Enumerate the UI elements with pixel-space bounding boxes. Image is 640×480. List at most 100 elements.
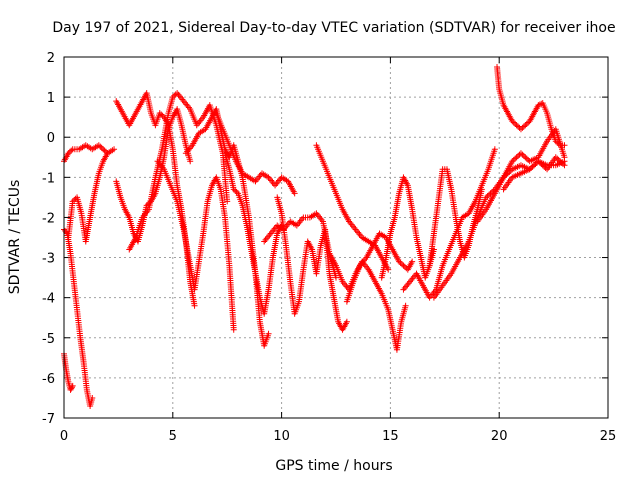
data-point	[517, 126, 524, 133]
data-point	[402, 302, 409, 309]
point-marker	[68, 385, 75, 392]
data-point	[156, 110, 163, 117]
data-point	[561, 154, 568, 161]
series-track-04	[65, 150, 111, 245]
data-point	[400, 262, 407, 269]
data-point	[169, 94, 176, 101]
series-track-21	[494, 64, 568, 149]
x-axis-label: GPS time / hours	[275, 458, 392, 474]
data-point	[561, 162, 568, 169]
series-track-13	[274, 194, 350, 333]
series-track-22	[474, 126, 568, 225]
data-point	[522, 122, 529, 129]
point-marker	[98, 144, 105, 151]
data-point	[513, 122, 520, 129]
y-axis-label: SDTVAR / TECUs	[7, 180, 23, 295]
point-marker	[101, 147, 108, 154]
axis-ticks	[63, 56, 609, 419]
y-tick-label: -5	[42, 332, 55, 347]
data-point	[483, 194, 490, 201]
point-marker	[512, 155, 519, 162]
point-marker	[68, 147, 75, 154]
point-marker	[538, 160, 545, 167]
data-point	[230, 326, 237, 333]
data-point	[396, 258, 403, 265]
data-point	[478, 186, 485, 193]
point-marker	[523, 155, 530, 162]
data-point	[509, 158, 516, 165]
point-marker	[515, 152, 522, 159]
point-marker	[233, 189, 240, 196]
point-marker	[554, 155, 561, 162]
data-point	[509, 118, 516, 125]
y-tick-label: 1	[47, 91, 55, 106]
series-track-07	[126, 90, 231, 253]
point-marker	[71, 197, 78, 204]
x-tick-label: 20	[491, 429, 508, 444]
y-tick-label: -4	[42, 292, 55, 307]
point-marker	[171, 92, 178, 99]
data-point	[230, 186, 237, 193]
point-marker	[401, 263, 408, 270]
point-marker	[68, 384, 75, 391]
series-track-08	[154, 158, 237, 333]
point-marker	[232, 187, 239, 194]
grid-lines	[64, 57, 608, 418]
point-marker	[519, 151, 526, 158]
point-marker	[158, 111, 165, 118]
y-tick-labels: -7 -6 -5 -4 -3 -2 -1 0 1 2	[42, 51, 55, 427]
point-marker	[529, 163, 536, 170]
point-marker	[539, 162, 546, 169]
point-marker	[520, 123, 527, 130]
point-marker	[510, 156, 517, 163]
point-marker	[536, 159, 543, 166]
point-marker	[520, 152, 527, 159]
point-marker	[528, 164, 535, 171]
data-point	[343, 318, 350, 325]
series-track-01	[61, 350, 76, 393]
series-track-10	[213, 110, 298, 197]
point-marker	[515, 123, 522, 130]
data-point	[65, 150, 72, 157]
x-tick-label: 5	[169, 429, 177, 444]
series-track-17	[378, 174, 437, 281]
data-point	[187, 158, 194, 165]
series-track-02	[61, 226, 96, 409]
series-track-15	[326, 250, 409, 353]
x-tick-label: 10	[273, 429, 290, 444]
data-point	[67, 386, 74, 393]
series-track-18	[400, 146, 498, 301]
series-track-05	[113, 90, 198, 309]
point-marker	[510, 119, 517, 126]
point-marker	[512, 120, 519, 127]
data-point	[104, 150, 111, 157]
data-point	[491, 146, 498, 153]
data-point	[89, 394, 96, 401]
plot-frame	[63, 56, 609, 419]
chart-title: Day 197 of 2021, Sidereal Day-to-day VTE…	[52, 20, 615, 36]
data-point	[191, 302, 198, 309]
x-tick-label: 25	[600, 429, 617, 444]
data-point	[526, 166, 533, 173]
x-tick-label: 15	[382, 429, 399, 444]
point-marker	[522, 154, 529, 161]
point-marker	[513, 154, 520, 161]
y-tick-label: -7	[42, 412, 55, 427]
data-point	[69, 382, 76, 389]
y-tick-label: 2	[47, 51, 55, 66]
series-track-11	[222, 150, 285, 317]
data-point	[95, 142, 102, 149]
series-track-09	[182, 106, 272, 349]
data-point	[265, 330, 272, 337]
y-tick-label: -3	[42, 252, 55, 267]
data-point	[552, 154, 559, 161]
data-point	[224, 198, 231, 205]
point-marker	[519, 124, 526, 131]
data-point	[535, 158, 542, 165]
data-point	[69, 198, 76, 205]
y-tick-label: -1	[42, 171, 55, 186]
point-marker	[399, 261, 406, 268]
point-marker	[100, 146, 107, 153]
point-marker	[557, 158, 564, 165]
